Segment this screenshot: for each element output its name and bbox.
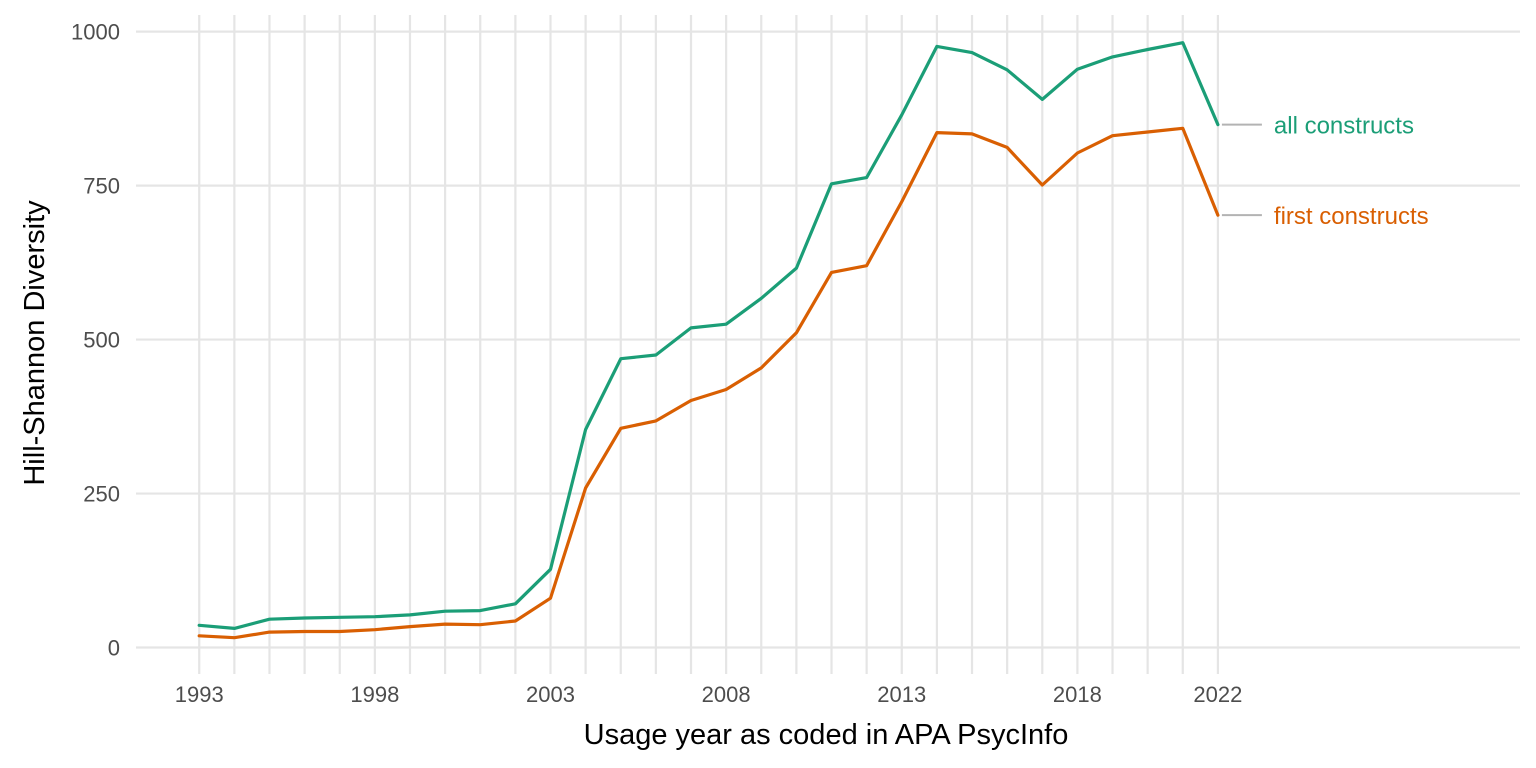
y-tick-label: 500 (83, 328, 120, 353)
x-tick-label: 1993 (175, 682, 224, 707)
y-axis-title: Hill-Shannon Diversity (19, 200, 51, 486)
y-tick-label: 750 (83, 174, 120, 199)
x-tick-label: 2018 (1053, 682, 1102, 707)
x-tick-label: 1998 (350, 682, 399, 707)
x-axis-ticks: 1993 1998 2003 2008 2013 2018 2022 (175, 682, 1243, 707)
grid (136, 15, 1520, 674)
series-labels: all constructs first constructs (1221, 113, 1429, 230)
y-tick-label: 0 (108, 636, 120, 661)
x-tick-label: 2013 (877, 682, 926, 707)
series-label: first constructs (1274, 203, 1429, 230)
y-axis-ticks: 0 250 500 750 1000 (71, 20, 120, 661)
series-line-first-constructs (197, 126, 1220, 640)
y-tick-label: 1000 (71, 20, 120, 45)
series-label: all constructs (1274, 113, 1414, 140)
y-tick-label: 250 (83, 482, 120, 507)
x-tick-label: 2022 (1193, 682, 1242, 707)
x-axis-title: Usage year as coded in APA PsycInfo (584, 719, 1069, 751)
x-tick-label: 2008 (702, 682, 751, 707)
series-line-all-constructs (197, 41, 1220, 631)
x-tick-label: 2003 (526, 682, 575, 707)
series-lines (197, 41, 1220, 640)
